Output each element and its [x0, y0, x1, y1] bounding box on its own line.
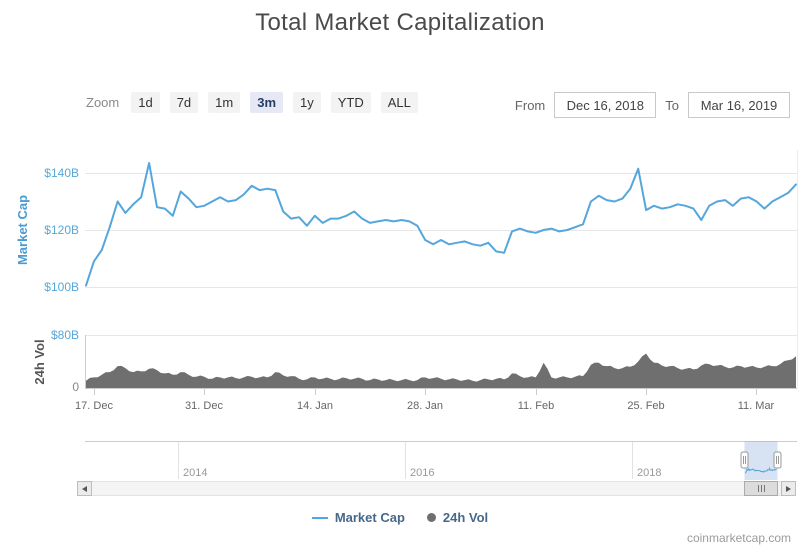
zoom-range-toolbar: Zoom 1d 7d 1m 3m 1y YTD ALL: [86, 92, 418, 113]
scrollbar-right-button[interactable]: [781, 481, 796, 496]
circle-marker-icon: [426, 513, 436, 522]
zoom-label: Zoom: [86, 95, 120, 110]
zoom-button-1d[interactable]: 1d: [131, 92, 160, 113]
vol-tick-label: 0: [72, 380, 79, 394]
zoom-button-1y[interactable]: 1y: [293, 92, 321, 113]
x-tick-label: 17. Dec: [75, 400, 113, 412]
chart-legend: Market Cap 24h Vol: [0, 510, 800, 525]
navigator-selection[interactable]: [744, 441, 778, 481]
scrollbar-left-button[interactable]: [77, 481, 92, 496]
navigator-track[interactable]: [85, 442, 797, 480]
volume-series: [86, 353, 796, 388]
cap-tick-label: $120B: [44, 223, 79, 237]
vol-axis-title: 24h Vol: [32, 339, 47, 384]
zoom-button-3m[interactable]: 3m: [250, 92, 284, 113]
to-date-input[interactable]: [688, 92, 790, 118]
navigator-year-label: 2014: [183, 467, 207, 479]
from-date-input[interactable]: [554, 92, 657, 118]
date-range-toolbar: From To: [515, 92, 790, 118]
from-label: From: [514, 97, 546, 113]
x-tick-label: 11. Mar: [738, 400, 775, 412]
vol-tick-label: $80B: [51, 328, 79, 342]
legend-item-24h-vol[interactable]: 24h Vol: [426, 510, 489, 525]
navigator-year-label: 2018: [637, 467, 661, 479]
cap-tick-label: $140B: [44, 166, 79, 180]
x-tick-label: 11. Feb: [518, 400, 555, 412]
cap-tick-label: $100B: [44, 280, 79, 294]
page-title: Total Market Capitalization: [255, 9, 545, 36]
scrollbar-track[interactable]: [77, 481, 796, 496]
zoom-button-ytd[interactable]: YTD: [330, 92, 371, 113]
scrollbar-thumb[interactable]: [744, 481, 778, 496]
zoom-button-1m[interactable]: 1m: [208, 92, 241, 113]
x-tick-label: 31. Dec: [185, 400, 223, 412]
to-label: To: [665, 97, 679, 113]
arrow-right-icon: [786, 485, 791, 492]
grip-icon: [757, 485, 765, 492]
arrow-left-icon: [82, 485, 87, 492]
navigator-handle-left[interactable]: [740, 451, 749, 469]
navigator-series: [745, 466, 777, 474]
x-tick-label: 14. Jan: [297, 400, 333, 412]
zoom-button-7d[interactable]: 7d: [169, 92, 199, 113]
navigator-year-label: 2016: [410, 467, 434, 479]
line-marker-icon: [311, 516, 328, 519]
legend-label: 24h Vol: [442, 510, 489, 525]
cap-axis-title: Market Cap: [15, 195, 30, 265]
legend-item-market-cap[interactable]: Market Cap: [311, 510, 405, 525]
x-tick-label: 28. Jan: [407, 400, 443, 412]
attribution-link[interactable]: coinmarketcap.com: [686, 531, 791, 545]
plot-area[interactable]: [85, 150, 797, 389]
navigator-handle-right[interactable]: [773, 451, 782, 469]
zoom-button-all[interactable]: ALL: [380, 92, 418, 113]
market-cap-series: [85, 162, 797, 287]
x-tick-label: 25. Feb: [627, 400, 664, 412]
legend-label: Market Cap: [334, 510, 405, 525]
